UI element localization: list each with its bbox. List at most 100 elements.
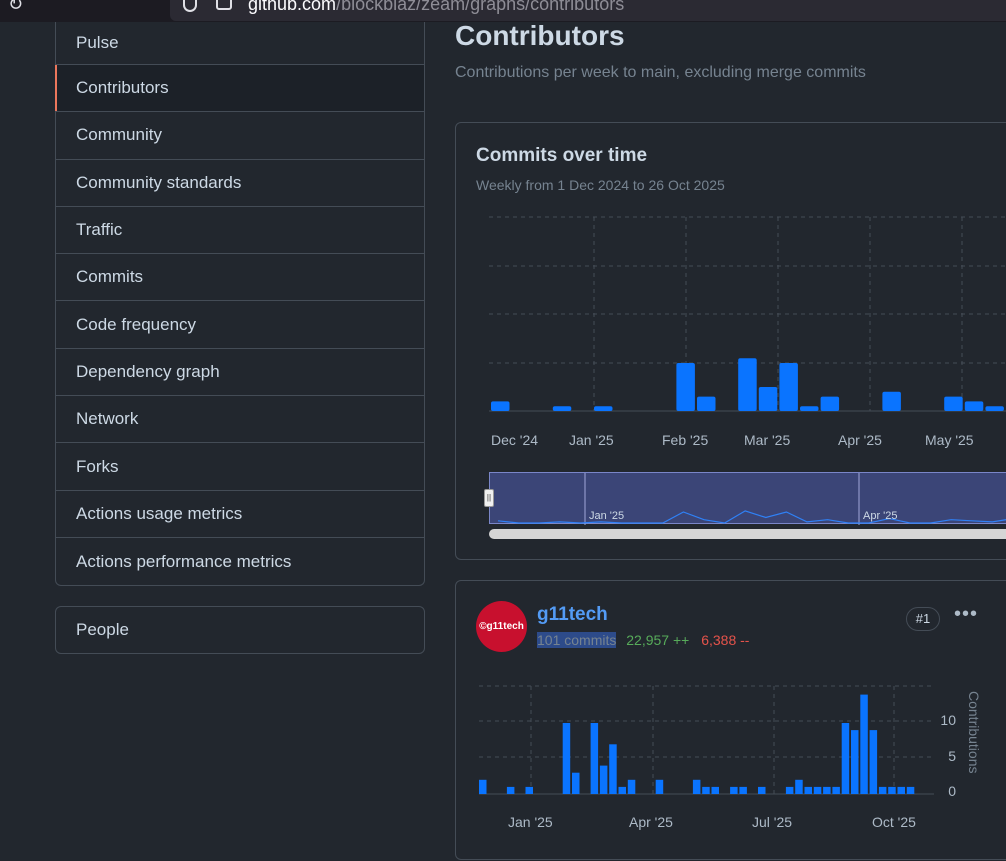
range-selector[interactable]: Jan '25 Apr '25 [489, 472, 1006, 525]
contribution-bar[interactable] [618, 786, 627, 794]
x-tick-label: May '25 [925, 432, 974, 448]
contribution-bar[interactable] [692, 779, 701, 794]
sidebar-item-label: Commits [76, 267, 144, 287]
avatar-text: ©g11tech [479, 621, 524, 632]
rank-badge: #1 [906, 607, 940, 631]
contributor-stats: 101 commits 22,957 ++ 6,388 -- [537, 632, 749, 648]
sidebar-item-traffic[interactable]: Traffic [56, 207, 424, 255]
contribution-bar[interactable] [655, 779, 664, 794]
sidebar-item-actions-usage-metrics[interactable]: Actions usage metrics [56, 491, 424, 538]
sidebar-item-pulse[interactable]: Pulse [56, 22, 424, 65]
commits-chart-title: Commits over time [476, 145, 648, 166]
sidebar-item-community[interactable]: Community [56, 112, 424, 160]
commit-bar[interactable] [985, 406, 1004, 411]
commit-bar[interactable] [552, 406, 572, 411]
sidebar-item-label: Community standards [76, 172, 242, 192]
commit-bar[interactable] [820, 396, 840, 411]
sidebar-item-label: Pulse [76, 33, 119, 52]
sidebar-item-dependency-graph[interactable]: Dependency graph [56, 349, 424, 397]
commit-bar[interactable] [944, 396, 963, 411]
commit-bar[interactable] [491, 401, 510, 411]
contribution-bar[interactable] [590, 723, 599, 794]
commit-bar[interactable] [964, 401, 984, 411]
contribution-bar[interactable] [897, 786, 906, 794]
sidebar-item-label: Contributors [76, 78, 169, 98]
contribution-bar[interactable] [479, 779, 487, 794]
contribution-bar[interactable] [702, 786, 710, 794]
sidebar-item-actions-performance-metrics[interactable]: Actions performance metrics [56, 538, 424, 585]
url-text[interactable]: github.com/blockblaz/zeam/graphs/contrib… [248, 0, 625, 14]
commit-bar[interactable] [594, 406, 613, 411]
range-tick-label: Jan '25 [589, 510, 624, 522]
reload-icon[interactable]: ↻ [8, 0, 24, 14]
avatar[interactable]: ©g11tech [476, 601, 527, 652]
contribution-bar[interactable] [878, 786, 887, 794]
contribution-bar[interactable] [813, 786, 822, 794]
contribution-bar[interactable] [609, 744, 617, 794]
x-tick-label: Mar '25 [744, 432, 790, 448]
page-subtitle: Contributions per week to main, excludin… [455, 64, 866, 81]
contribution-bar[interactable] [906, 786, 915, 794]
commit-bar[interactable] [738, 358, 757, 411]
contributor-chart: Jan '25 Apr '25 Jul '25 Oct '25 0 5 10 Contribu… [479, 685, 982, 830]
contribution-bar[interactable] [599, 765, 608, 794]
sidebar-item-forks[interactable]: Forks [56, 443, 424, 491]
y-tick-label: 5 [948, 748, 956, 764]
sidebar-item-label: Dependency graph [76, 361, 220, 381]
commit-bar[interactable] [800, 406, 819, 411]
sidebar-item-people[interactable]: People [55, 606, 425, 654]
commits-chart-subtitle: Weekly from 1 Dec 2024 to 26 Oct 2025 [476, 177, 725, 193]
contribution-bar[interactable] [851, 730, 859, 794]
commit-bar[interactable] [779, 363, 798, 411]
sidebar-item-label: Network [76, 409, 139, 429]
commits-over-time-panel: Dec '24 Jan '25 Feb '25 Mar '25 Apr '25 May '… [455, 122, 1006, 560]
contribution-bar[interactable] [730, 786, 738, 794]
shield-icon[interactable] [183, 0, 197, 12]
commit-bar[interactable] [676, 363, 695, 411]
x-tick-label: Dec '24 [491, 432, 538, 448]
x-tick-label: Apr '25 [629, 814, 673, 830]
contribution-bar[interactable] [758, 786, 766, 794]
range-scrollbar[interactable] [489, 529, 1006, 539]
range-handle[interactable]: || [484, 489, 494, 507]
contribution-bar[interactable] [572, 772, 580, 794]
contribution-bar[interactable] [869, 730, 878, 794]
contribution-bar[interactable] [785, 786, 794, 794]
sidebar-item-label: Forks [76, 456, 119, 476]
deletions-count: 6,388 -- [701, 632, 750, 648]
commit-bar[interactable] [697, 396, 716, 411]
contribution-bar[interactable] [832, 786, 840, 794]
contribution-bar[interactable] [525, 786, 534, 794]
contributor-name-link[interactable]: g11tech [537, 604, 608, 625]
page-title: Contributors [455, 20, 625, 51]
url-field[interactable]: github.com/blockblaz/zeam/graphs/contrib… [170, 0, 1006, 21]
contribution-bar[interactable] [506, 786, 515, 794]
lock-icon[interactable] [216, 0, 232, 10]
contribution-bar[interactable] [888, 786, 896, 794]
contribution-bar[interactable] [795, 779, 803, 794]
sidebar-item-network[interactable]: Network [56, 396, 424, 444]
contribution-bar[interactable] [804, 786, 813, 794]
commits-count-link[interactable]: 101 commits [537, 632, 617, 648]
x-tick-label: Apr '25 [838, 432, 882, 448]
sidebar-item-code-frequency[interactable]: Code frequency [56, 301, 424, 349]
commit-bar[interactable] [758, 387, 778, 411]
x-tick-label: Oct '25 [872, 814, 916, 830]
x-tick-label: Jan '25 [508, 814, 553, 830]
contribution-bar[interactable] [627, 779, 636, 794]
contribution-bar[interactable] [562, 723, 571, 794]
contribution-bar[interactable] [860, 694, 868, 794]
contribution-bar[interactable] [739, 786, 747, 794]
commit-bar[interactable] [882, 391, 901, 411]
contribution-bar[interactable] [841, 723, 850, 794]
contribution-bar[interactable] [711, 786, 720, 794]
sidebar-item-community-standards[interactable]: Community standards [56, 160, 424, 207]
contribution-bar[interactable] [823, 786, 831, 794]
sidebar-item-label: Code frequency [76, 314, 197, 334]
sidebar-item-commits[interactable]: Commits [56, 254, 424, 302]
sidebar-item-label: Actions performance metrics [76, 551, 292, 571]
sidebar-item-contributors[interactable]: Contributors [55, 65, 424, 113]
kebab-horizontal-icon[interactable]: ••• [954, 603, 979, 625]
commits-chart: Dec '24 Jan '25 Feb '25 Mar '25 Apr '25 May '… [489, 216, 1006, 448]
y-axis-label: Contributions [966, 691, 982, 774]
